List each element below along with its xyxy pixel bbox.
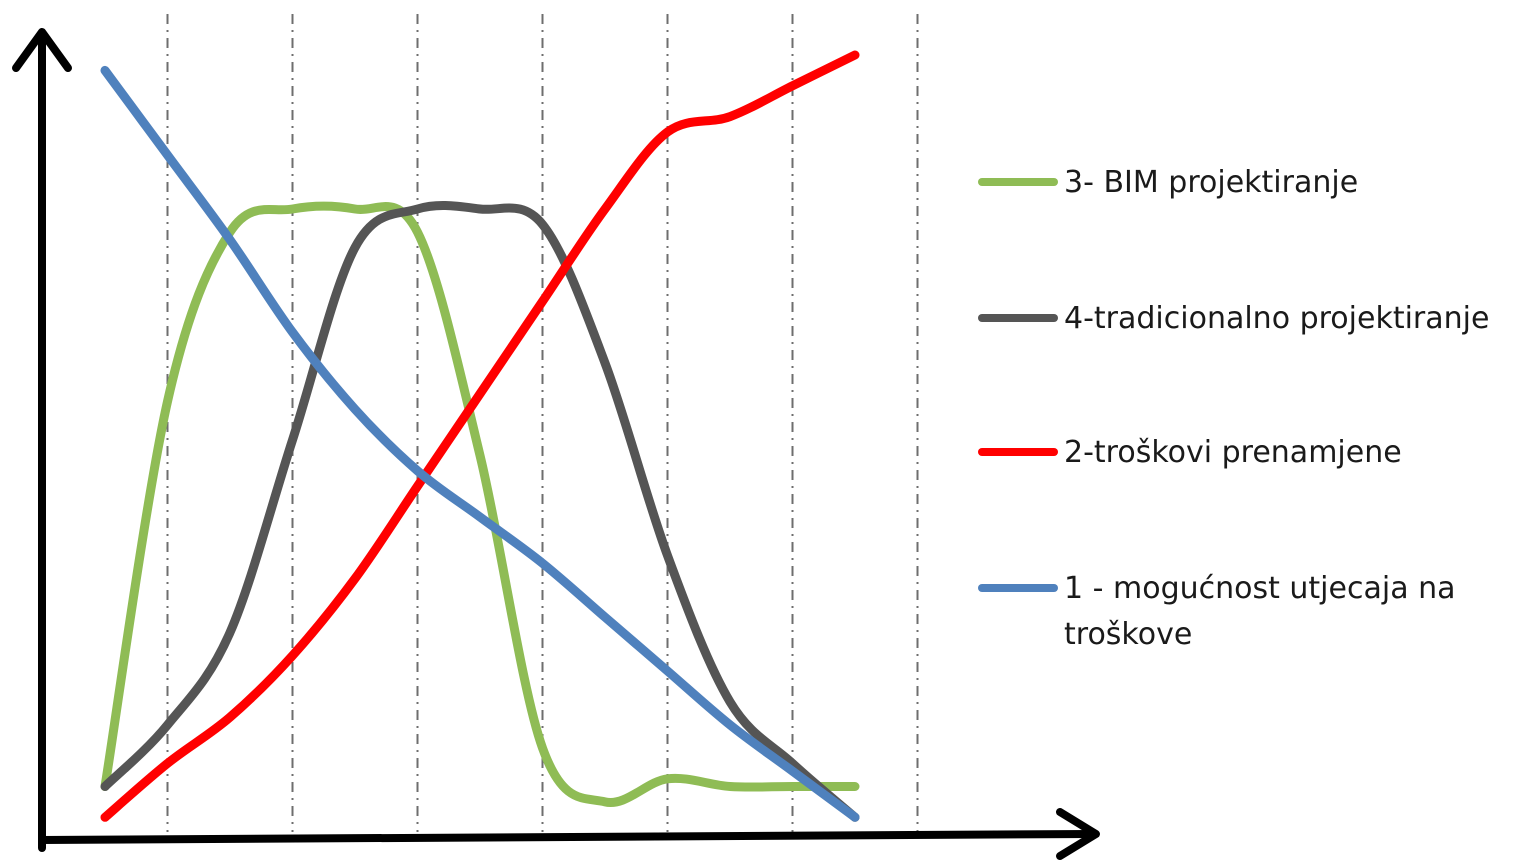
- grid-lines: [166, 14, 919, 832]
- legend-swatch-cost-influence: [978, 584, 1058, 592]
- x-axis-arrow: [1056, 808, 1100, 860]
- legend-swatch-traditional: [978, 314, 1058, 322]
- legend-item-bim: 3- BIM projektiranje: [978, 160, 1524, 206]
- axes: [12, 28, 1100, 860]
- legend-item-change-costs: 2-troškovi prenamjene: [978, 430, 1524, 476]
- legend-item-cost-influence: 1 - mogućnost utjecaja na troškove: [978, 566, 1524, 658]
- legend-label-bim: 3- BIM projektiranje: [1064, 165, 1359, 200]
- series-cost-influence-line: [100, 65, 860, 822]
- legend-swatch-change-costs: [978, 448, 1058, 456]
- series-traditional-line: [100, 201, 860, 822]
- y-axis-arrow: [12, 28, 72, 72]
- legend-swatch-bim: [978, 178, 1058, 186]
- legend-label-cost-influence: 1 - mogućnost utjecaja na troškove: [1064, 571, 1456, 652]
- series-bim-line: [100, 201, 860, 808]
- legend: 3- BIM projektiranje 4-tradicionalno pro…: [978, 0, 1524, 866]
- legend-label-traditional: 4-tradicionalno projektiranje: [1064, 301, 1490, 336]
- legend-label-change-costs: 2-troškovi prenamjene: [1064, 435, 1402, 470]
- series-change-costs-line: [100, 50, 860, 822]
- x-axis-line: [38, 830, 1096, 844]
- series-lines: [100, 50, 860, 822]
- legend-item-traditional: 4-tradicionalno projektiranje: [978, 296, 1524, 342]
